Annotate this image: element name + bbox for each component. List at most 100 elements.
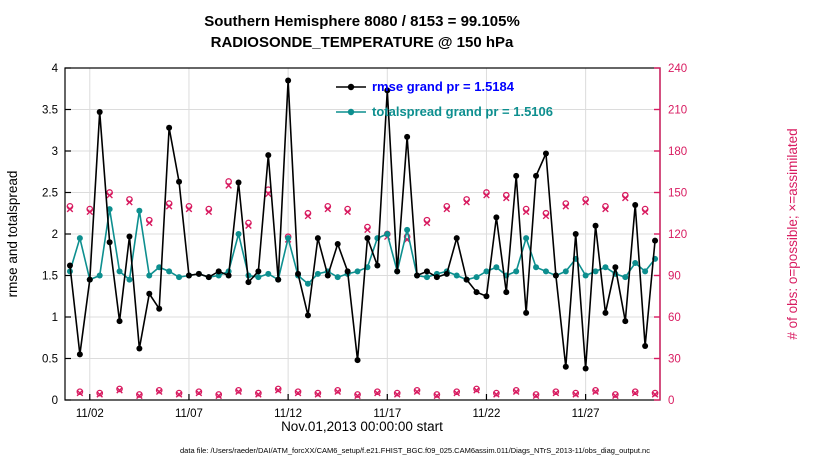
- x-axis-label: Nov.01,2013 00:00:00 start: [281, 419, 443, 434]
- obs-possible-marker: [473, 385, 480, 393]
- rmse-point: [503, 289, 510, 296]
- obs-possible-marker: [255, 389, 262, 397]
- rmse-point: [433, 274, 440, 281]
- y-left-tick-label: 1.5: [42, 271, 58, 283]
- totalspread-point: [176, 274, 183, 281]
- obs-assimilated-marker: [294, 389, 302, 397]
- y-right-tick-label: 0: [668, 395, 674, 407]
- obs-possible-marker: [433, 391, 441, 398]
- totalspread-point: [96, 272, 103, 279]
- obs-assimilated-marker: [245, 222, 252, 229]
- rmse-point: [106, 239, 113, 246]
- obs-possible-marker: [532, 391, 540, 398]
- legend-totalspread-marker: [347, 108, 355, 116]
- legend-rmse-marker: [347, 83, 355, 91]
- obs-possible-marker: [215, 391, 223, 398]
- obs-assimilated-marker: [592, 388, 599, 395]
- rmse-point: [453, 235, 460, 242]
- obs-possible-marker: [651, 389, 659, 397]
- rmse-point: [126, 233, 133, 240]
- rmse-point: [622, 318, 629, 325]
- rmse-point: [642, 343, 649, 350]
- legend-totalspread-label: totalspread grand pr = 1.5106: [372, 104, 553, 119]
- obs-assimilated-marker: [443, 205, 451, 213]
- obs-assimilated-marker: [314, 391, 322, 398]
- obs-possible-marker: [294, 388, 302, 396]
- y-right-tick-label: 210: [668, 105, 687, 117]
- y-right-tick-label: 150: [668, 188, 687, 200]
- totalspread-point: [602, 264, 609, 271]
- obs-possible-marker: [195, 388, 203, 396]
- data-file-caption: data file: /Users/raeder/DAI/ATM_forcXX/…: [180, 446, 650, 455]
- rmse-point: [66, 262, 73, 269]
- rmse-point: [156, 305, 163, 312]
- obs-assimilated-marker: [423, 219, 431, 227]
- rmse-point: [185, 272, 192, 279]
- rmse-point: [96, 108, 103, 115]
- obs-possible-marker: [116, 385, 123, 393]
- rmse-point: [483, 293, 490, 300]
- totalspread-point: [235, 231, 242, 237]
- totalspread-point: [265, 270, 272, 277]
- chart-subtitle: RADIOSONDE_TEMPERATURE @ 150 hPa: [211, 34, 514, 51]
- rmse-point: [384, 87, 391, 94]
- rmse-point: [652, 237, 659, 244]
- obs-assimilated-marker: [473, 387, 480, 394]
- obs-assimilated-marker: [631, 389, 639, 397]
- rmse-point: [255, 268, 262, 275]
- y-right-tick-label: 30: [668, 354, 681, 366]
- rmse-point: [523, 309, 530, 316]
- obs-possible-marker: [155, 386, 163, 394]
- totalspread-point: [354, 268, 361, 275]
- obs-possible-marker: [334, 386, 342, 394]
- rmse-point: [215, 268, 222, 275]
- rmse-point: [394, 268, 401, 275]
- y-axis-right-label: # of obs: o=possible; ×=assimilated: [785, 128, 800, 339]
- axes: 0 0.5 1 1.5 2 2.5 3 3.5 4 0 30 60 90 120 150 180 210 240 1…: [42, 63, 687, 420]
- y-right-tick-label: 120: [668, 229, 687, 241]
- x-tick-label: 11/02: [76, 408, 104, 420]
- obs-assimilated-marker: [116, 387, 123, 394]
- totalspread-point: [493, 264, 500, 271]
- totalspread-point: [255, 274, 262, 281]
- rmse-point: [632, 201, 639, 208]
- obs-assimilated-marker: [532, 392, 540, 400]
- rmse-point: [463, 276, 470, 283]
- obs-assimilated-marker: [364, 226, 371, 234]
- y-left-tick-label: 4: [52, 63, 59, 75]
- rmse-point: [414, 272, 421, 279]
- totalspread-point: [423, 274, 430, 281]
- y-axis-left-label: rmse and totalspread: [5, 171, 20, 298]
- obs-assimilated-marker: [621, 194, 629, 202]
- x-tick-label: 11/07: [175, 408, 203, 420]
- obs-assimilated-marker: [235, 388, 242, 395]
- obs-possible-marker: [354, 391, 361, 398]
- rmse-point: [344, 268, 351, 275]
- rmse-point: [542, 150, 549, 157]
- totalspread-point: [126, 276, 133, 283]
- obs-possible-marker: [393, 389, 401, 397]
- obs-possible-marker: [76, 388, 84, 396]
- y-left-tick-label: 1: [52, 312, 58, 324]
- obs-assimilated-marker: [76, 389, 84, 397]
- obs-possible-marker: [314, 389, 322, 397]
- rmse-point: [205, 274, 212, 281]
- totalspread-point: [384, 231, 391, 237]
- obs-assimilated-marker: [106, 191, 113, 199]
- obs-assimilated-marker: [582, 198, 589, 206]
- obs-assimilated-marker: [264, 190, 272, 198]
- totalspread-point: [453, 272, 460, 279]
- totalspread-point: [632, 260, 639, 267]
- obs-assimilated-marker: [165, 203, 173, 210]
- y-right-tick-label: 60: [668, 312, 681, 324]
- totalspread-point: [76, 235, 83, 242]
- obs-assimilated-marker: [413, 388, 421, 395]
- obs-assimilated-marker: [374, 389, 381, 397]
- obs-possible-marker: [612, 391, 619, 398]
- rmse-point: [354, 357, 361, 364]
- obs-assimilated-marker: [354, 392, 361, 400]
- obs-count-markers: [66, 178, 659, 400]
- x-tick-label: 11/12: [274, 408, 302, 420]
- obs-assimilated-marker: [612, 392, 619, 400]
